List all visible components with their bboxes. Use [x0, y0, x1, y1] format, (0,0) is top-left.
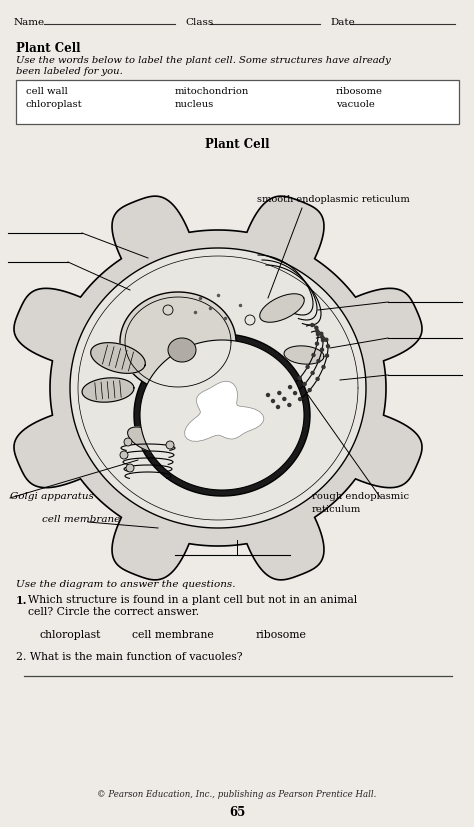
Circle shape	[315, 327, 318, 329]
Circle shape	[126, 464, 134, 472]
Circle shape	[272, 399, 274, 403]
Text: Golgi apparatus: Golgi apparatus	[10, 492, 94, 501]
Text: nucleus: nucleus	[175, 100, 214, 109]
Circle shape	[316, 342, 319, 345]
Text: ribosome: ribosome	[256, 630, 307, 640]
Circle shape	[311, 371, 314, 375]
Circle shape	[120, 451, 128, 459]
Polygon shape	[260, 294, 304, 323]
Polygon shape	[140, 340, 304, 490]
Circle shape	[326, 354, 328, 357]
Circle shape	[308, 389, 311, 391]
Text: Plant Cell: Plant Cell	[205, 138, 269, 151]
Circle shape	[325, 338, 328, 342]
Text: vacuole: vacuole	[336, 100, 375, 109]
Text: 1.: 1.	[16, 595, 27, 606]
Circle shape	[321, 339, 325, 342]
Circle shape	[298, 376, 301, 380]
Circle shape	[293, 392, 297, 394]
Text: chloroplast: chloroplast	[26, 100, 82, 109]
Polygon shape	[128, 427, 168, 453]
Circle shape	[320, 332, 323, 335]
Circle shape	[317, 360, 320, 362]
Circle shape	[283, 398, 286, 400]
Circle shape	[312, 353, 315, 356]
Circle shape	[278, 391, 281, 394]
Text: cell wall: cell wall	[26, 87, 68, 96]
Polygon shape	[120, 292, 236, 392]
Polygon shape	[82, 378, 134, 402]
Circle shape	[276, 405, 280, 409]
Polygon shape	[70, 248, 366, 528]
Text: 65: 65	[229, 806, 245, 819]
Circle shape	[317, 332, 319, 336]
Text: Use the words below to label the plant cell. Some structures have already: Use the words below to label the plant c…	[16, 56, 391, 65]
Text: Name: Name	[14, 18, 45, 27]
Text: mitochondrion: mitochondrion	[175, 87, 249, 96]
Circle shape	[166, 441, 174, 449]
Circle shape	[266, 394, 270, 396]
Polygon shape	[134, 334, 310, 496]
Text: rough endoplasmic: rough endoplasmic	[312, 492, 409, 501]
Circle shape	[327, 345, 329, 347]
Text: Which structure is found in a plant cell but not in an animal: Which structure is found in a plant cell…	[28, 595, 357, 605]
Polygon shape	[91, 342, 146, 373]
Circle shape	[322, 366, 325, 369]
Text: cell membrane: cell membrane	[42, 515, 120, 524]
Text: © Pearson Education, Inc., publishing as Pearson Prentice Hall.: © Pearson Education, Inc., publishing as…	[97, 790, 377, 799]
Polygon shape	[184, 381, 264, 442]
Circle shape	[316, 377, 319, 380]
Circle shape	[316, 329, 319, 332]
Text: Plant Cell: Plant Cell	[16, 42, 81, 55]
Circle shape	[303, 383, 306, 385]
Polygon shape	[250, 410, 290, 429]
Text: Use the diagram to answer the questions.: Use the diagram to answer the questions.	[16, 580, 236, 589]
Polygon shape	[14, 196, 422, 580]
FancyBboxPatch shape	[16, 80, 459, 124]
Text: ribosome: ribosome	[336, 87, 383, 96]
Circle shape	[320, 348, 323, 351]
Text: Class: Class	[185, 18, 213, 27]
Text: chloroplast: chloroplast	[40, 630, 101, 640]
Circle shape	[124, 438, 132, 446]
Circle shape	[311, 323, 314, 327]
Circle shape	[299, 398, 301, 400]
Circle shape	[321, 336, 324, 338]
Polygon shape	[284, 346, 324, 364]
Circle shape	[289, 385, 292, 389]
Text: 2. What is the main function of vacuoles?: 2. What is the main function of vacuoles…	[16, 652, 243, 662]
Text: cell membrane: cell membrane	[132, 630, 214, 640]
Polygon shape	[168, 338, 196, 362]
Text: been labeled for you.: been labeled for you.	[16, 67, 123, 76]
Text: cell? Circle the correct answer.: cell? Circle the correct answer.	[28, 607, 199, 617]
Text: smooth endoplasmic reticulum: smooth endoplasmic reticulum	[257, 195, 410, 204]
Text: Date: Date	[330, 18, 355, 27]
Text: reticulum: reticulum	[312, 505, 361, 514]
Circle shape	[288, 404, 291, 406]
Circle shape	[306, 366, 309, 369]
